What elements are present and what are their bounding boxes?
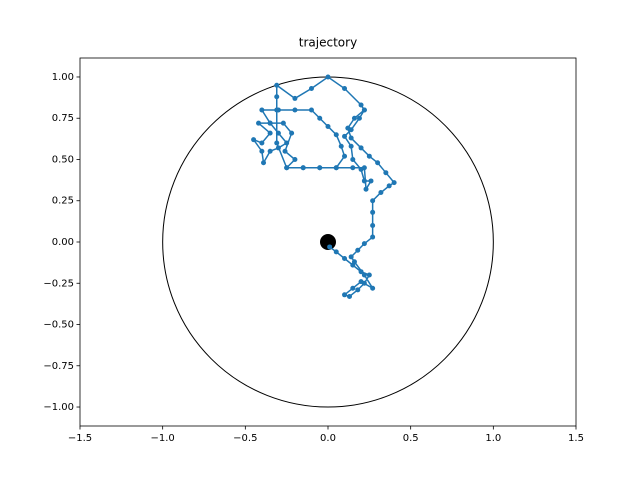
trajectory-point: [370, 209, 376, 215]
trajectory-point: [342, 292, 348, 298]
trajectory-point: [348, 143, 354, 149]
trajectory-point: [251, 137, 257, 143]
trajectory-point: [274, 94, 280, 100]
trajectory-point: [275, 130, 281, 136]
trajectory-point: [351, 115, 357, 121]
trajectory-point: [351, 259, 357, 265]
trajectory-point: [361, 178, 367, 184]
trajectory-point: [346, 293, 352, 299]
trajectory-point: [280, 120, 286, 126]
trajectory-point: [350, 156, 356, 162]
x-tick-label: −1.0: [151, 433, 175, 444]
trajectory-point: [361, 272, 367, 278]
trajectory-point: [317, 115, 323, 121]
trajectory-point: [267, 148, 273, 154]
trajectory-point: [284, 140, 290, 146]
trajectory-point: [292, 107, 298, 113]
trajectory-point: [292, 156, 298, 162]
x-tick-label: 0.0: [320, 433, 336, 444]
trajectory-point: [358, 145, 364, 151]
trajectory-point: [348, 135, 354, 141]
trajectory-point: [274, 107, 280, 113]
trajectory-point: [284, 165, 290, 171]
trajectory-point: [368, 178, 374, 184]
trajectory-point: [308, 86, 314, 92]
trajectory-point: [275, 145, 281, 151]
trajectory-point: [342, 153, 348, 159]
trajectory-point: [358, 102, 364, 108]
trajectory-point: [300, 165, 306, 171]
trajectory-point: [358, 269, 364, 275]
trajectory-point: [348, 127, 354, 133]
trajectory-point: [370, 222, 376, 228]
trajectory-point: [363, 186, 369, 192]
trajectory-point: [356, 115, 362, 121]
trajectory-point: [333, 132, 339, 138]
y-tick-label: −0.75: [43, 361, 74, 372]
trajectory-point: [366, 272, 372, 278]
trajectory-point: [333, 165, 339, 171]
trajectory-point: [325, 74, 331, 80]
y-tick-label: 0.00: [52, 237, 74, 248]
trajectory-point: [370, 198, 376, 204]
trajectory-point: [261, 160, 267, 166]
trajectory-point: [361, 165, 367, 171]
trajectory-point: [348, 254, 354, 260]
trajectory-point: [342, 133, 348, 139]
trajectory-point: [256, 120, 262, 126]
trajectory-point: [259, 107, 265, 113]
trajectory-point: [308, 107, 314, 113]
trajectory-point: [375, 160, 381, 166]
x-tick-label: −1.5: [68, 433, 92, 444]
trajectory-point: [333, 249, 339, 255]
trajectory-point: [370, 285, 376, 291]
y-tick-label: −0.50: [43, 320, 74, 331]
trajectory-point: [338, 143, 344, 149]
trajectory-point: [282, 148, 288, 154]
x-tick-label: 1.5: [568, 433, 584, 444]
trajectory-point: [274, 140, 280, 146]
y-tick-label: −1.00: [43, 402, 74, 413]
trajectory-point: [391, 180, 397, 186]
trajectory-point: [292, 95, 298, 101]
trajectory-point: [370, 234, 376, 240]
trajectory-point: [378, 189, 384, 195]
chart-title: trajectory: [299, 36, 357, 50]
trajectory-point: [366, 153, 372, 159]
trajectory-point: [350, 165, 356, 171]
y-tick-label: 0.50: [52, 154, 74, 165]
trajectory-point: [325, 123, 331, 129]
trajectory-point: [274, 82, 280, 88]
trajectory-point: [327, 244, 333, 250]
trajectory-point: [259, 140, 265, 146]
trajectory-point: [350, 285, 356, 291]
x-tick-label: −0.5: [233, 433, 257, 444]
x-tick-label: 1.0: [485, 433, 501, 444]
trajectory-point: [342, 86, 348, 92]
y-tick-label: 1.00: [52, 72, 74, 83]
trajectory-point: [267, 120, 273, 126]
trajectory-point: [361, 107, 367, 113]
trajectory-point: [358, 279, 364, 285]
trajectory-point: [317, 165, 323, 171]
trajectory-point: [355, 247, 361, 253]
trajectory-point: [267, 130, 273, 136]
y-tick-label: 0.25: [52, 196, 74, 207]
x-tick-label: 0.5: [403, 433, 419, 444]
y-tick-label: −0.25: [43, 278, 74, 289]
trajectory-point: [289, 130, 295, 136]
trajectory-point: [386, 183, 392, 189]
y-tick-label: 0.75: [52, 113, 74, 124]
trajectory-point: [355, 287, 361, 293]
trajectory-point: [342, 256, 348, 262]
trajectory-point: [259, 148, 265, 154]
origin-point: [320, 234, 336, 250]
trajectory-point: [361, 241, 367, 247]
trajectory-point: [383, 170, 389, 176]
